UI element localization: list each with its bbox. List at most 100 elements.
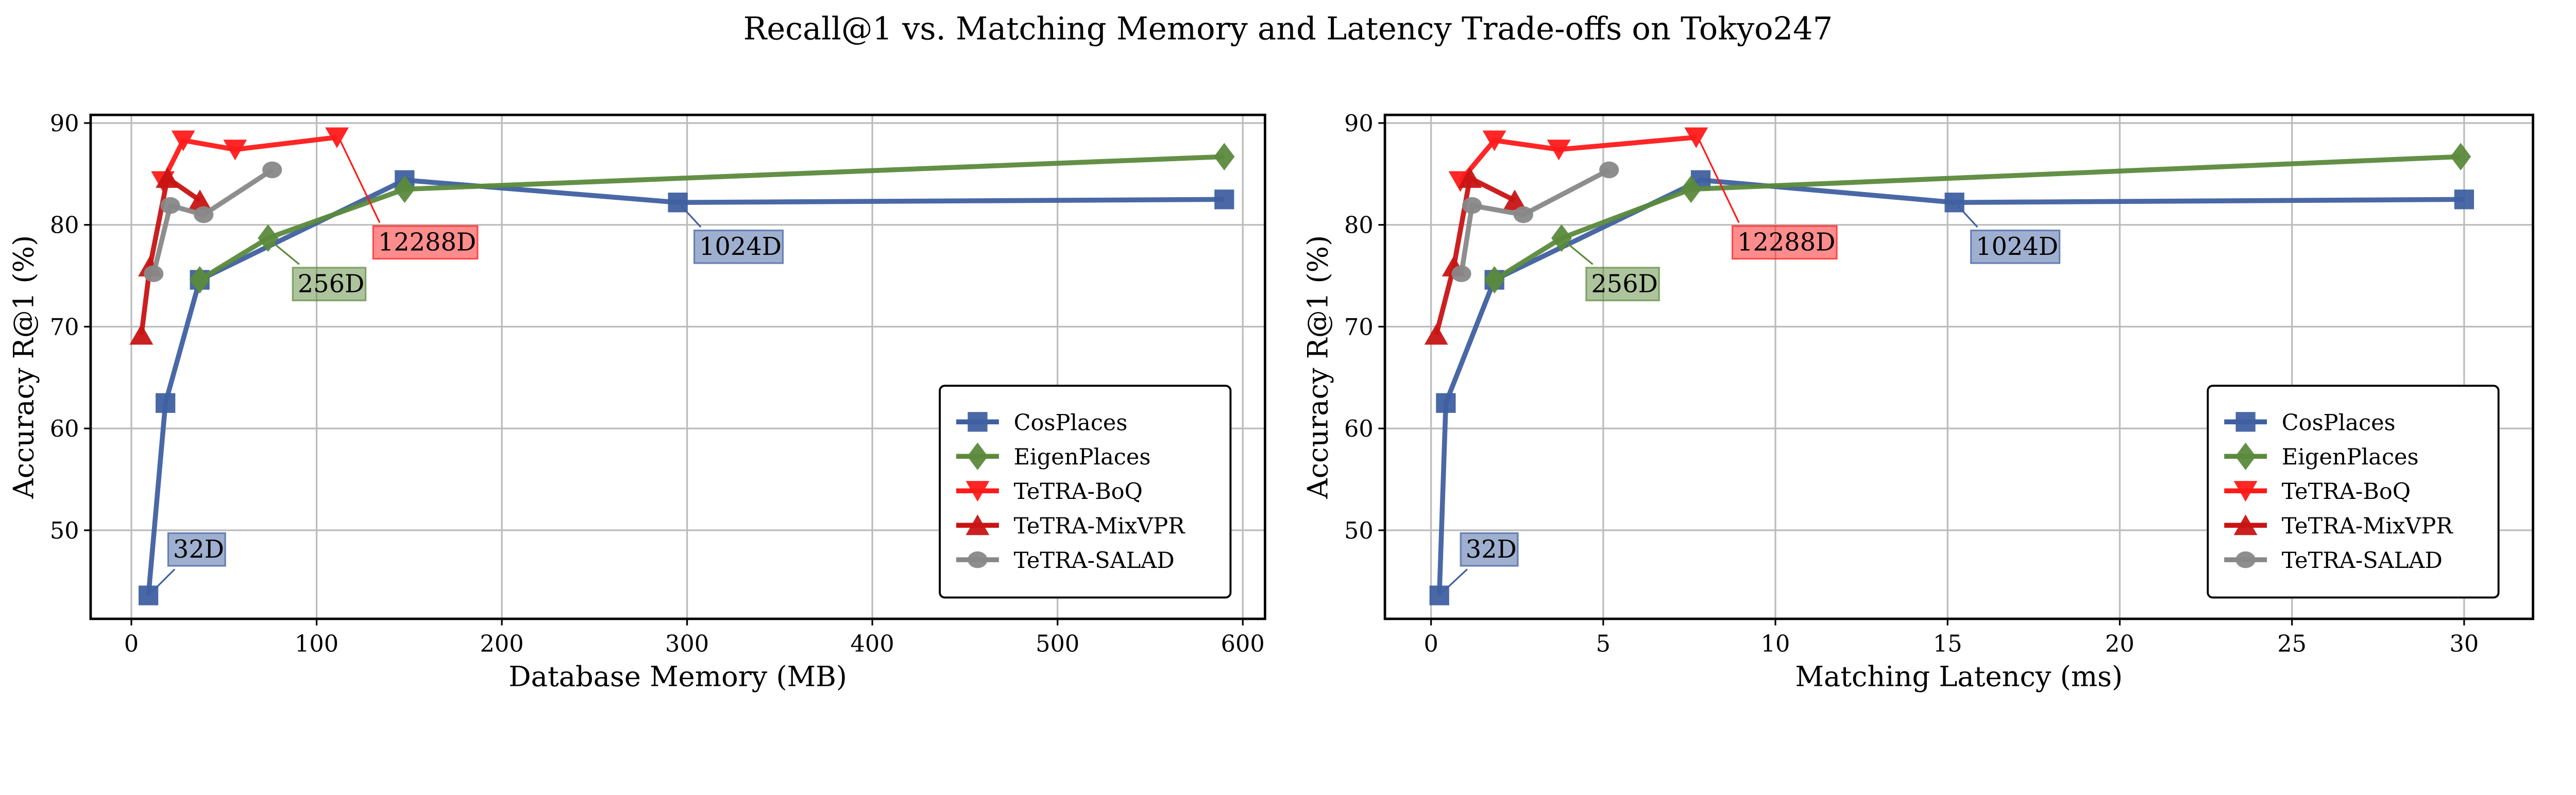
legend-entry: TeTRA-SALAD — [956, 548, 1175, 574]
legend-entry: TeTRA-MixVPR — [956, 513, 1185, 539]
marker-square — [2235, 412, 2256, 432]
annotation: 256D — [270, 240, 367, 302]
marker-diamond — [967, 442, 988, 471]
subplot-1: 0 100 200 300 400 500 600 50 60 70 80 90 Database Me… — [7, 110, 1266, 693]
series-line — [1459, 167, 1611, 274]
annotation: 12288D — [1699, 140, 1838, 260]
legend-entry: TeTRA-MixVPR — [2224, 513, 2453, 539]
annotation-box — [1585, 267, 1660, 302]
annotation-arrow — [680, 205, 702, 228]
marker-triangle-down — [1547, 140, 1571, 161]
marker-circle — [1599, 161, 1619, 179]
annotation-box — [1460, 532, 1519, 567]
y-tick-label: 70 — [1344, 314, 1374, 340]
legend-label: TeTRA-BoQ — [2282, 479, 2411, 505]
marker-triangle-down — [2233, 481, 2258, 502]
x-tick-label: 200 — [480, 631, 523, 658]
marker-triangle-up — [156, 167, 180, 188]
legend: CosPlaces EigenPlaces TeTRA-BoQ TeTRA-MixVP… — [939, 385, 1232, 599]
marker-triangle-up — [188, 189, 212, 211]
axes-frame — [1383, 113, 2534, 620]
marker-circle — [160, 197, 180, 214]
annotation-box — [1731, 225, 1838, 260]
legend-label: CosPlaces — [1014, 410, 1128, 436]
annotation: 256D — [1564, 240, 1660, 302]
x-tick-label: 20 — [2105, 631, 2134, 658]
series-line — [1493, 154, 2461, 282]
x-tick-label: 600 — [1221, 631, 1265, 658]
annotation-label: 256D — [298, 270, 365, 299]
annotation-box — [292, 267, 367, 302]
marker-circle — [1513, 206, 1533, 223]
annotation-label: 256D — [1591, 270, 1658, 299]
series-tetra-boq — [1448, 127, 1708, 192]
subplot-2: 0 5 10 15 20 25 30 50 60 70 80 90 Matching Latency (… — [1302, 110, 2534, 693]
marker-triangle-down — [171, 130, 195, 151]
x-axis-label: Database Memory (MB) — [509, 661, 847, 693]
marker-circle — [144, 265, 164, 282]
annotation-label: 12288D — [378, 229, 476, 257]
figure-title: Recall@1 vs. Matching Memory and Latency… — [743, 11, 1833, 47]
y-tick-label: 70 — [50, 314, 79, 340]
y-tick-label: 80 — [1344, 212, 1374, 239]
series-tetra-mixvpr — [1424, 167, 1527, 345]
marker-triangle-down — [1482, 130, 1506, 151]
x-tick-label: 10 — [1761, 631, 1790, 658]
x-tick-label: 100 — [295, 631, 338, 658]
annotation: 32D — [151, 532, 226, 593]
marker-triangle-up — [2233, 514, 2258, 535]
legend-label: EigenPlaces — [2282, 444, 2419, 470]
marker-triangle-up — [965, 514, 990, 535]
annotation-label: 32D — [1466, 535, 1517, 564]
annotation-arrow — [1442, 568, 1468, 593]
legend-label: TeTRA-SALAD — [1014, 548, 1175, 574]
marker-square — [1436, 393, 1456, 413]
annotation-box — [167, 532, 226, 567]
marker-triangle-up — [129, 324, 154, 345]
marker-diamond — [189, 266, 210, 294]
legend-frame — [939, 385, 1232, 599]
marker-diamond — [258, 224, 279, 252]
annotation-arrow — [151, 568, 176, 593]
legend-entry: TeTRA-BoQ — [956, 479, 1143, 505]
marker-diamond — [2450, 143, 2471, 171]
annotation-arrow — [1699, 140, 1740, 223]
legend-label: CosPlaces — [2282, 410, 2396, 436]
figure: Recall@1 vs. Matching Memory and Latency… — [7, 11, 2534, 693]
marker-diamond — [2235, 442, 2256, 471]
annotation-arrow — [340, 140, 381, 223]
series-tetra-salad — [144, 161, 282, 282]
x-tick-label: 0 — [1423, 631, 1438, 658]
annotation-box — [372, 225, 479, 260]
legend-entry: EigenPlaces — [2224, 442, 2419, 471]
annotation-label: 1024D — [699, 233, 782, 261]
x-tick-label: 25 — [2277, 631, 2307, 658]
legend-entry: CosPlaces — [956, 410, 1127, 436]
annotation-label: 12288D — [1737, 229, 1835, 257]
marker-triangle-up — [1424, 324, 1448, 345]
marker-triangle-down — [223, 140, 247, 161]
y-tick-label: 50 — [1344, 517, 1374, 544]
marker-circle — [2235, 551, 2256, 568]
x-tick-label: 5 — [1596, 631, 1611, 658]
marker-square — [156, 393, 176, 413]
legend-entry: TeTRA-SALAD — [2224, 548, 2443, 574]
marker-triangle-down — [1684, 127, 1708, 148]
series-line — [160, 134, 337, 182]
x-tick-label: 0 — [124, 631, 139, 658]
annotation: 12288D — [340, 140, 479, 260]
series-eigenplaces — [189, 143, 1235, 294]
annotation: 1024D — [680, 205, 784, 264]
marker-circle — [1451, 265, 1471, 282]
legend-label: TeTRA-MixVPR — [2282, 513, 2454, 539]
series-line — [1436, 177, 2464, 596]
y-tick-label: 80 — [50, 212, 79, 239]
y-tick-label: 60 — [1344, 416, 1374, 442]
marker-triangle-up — [1458, 167, 1482, 188]
axes-frame — [89, 113, 1266, 620]
marker-circle — [194, 206, 214, 223]
marker-triangle-down — [965, 481, 990, 502]
annotation-box — [693, 229, 784, 264]
series-line — [151, 167, 274, 274]
marker-triangle-down — [325, 127, 349, 148]
